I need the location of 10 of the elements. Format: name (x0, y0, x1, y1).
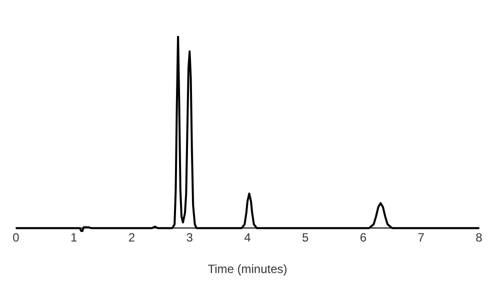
x-tick-label: 7 (418, 230, 425, 245)
x-tick-label: 8 (476, 230, 483, 245)
x-tick-label: 1 (70, 230, 78, 245)
x-tick-label: 6 (360, 230, 367, 245)
x-tick-label: 0 (12, 230, 20, 245)
x-tick-label: 3 (186, 230, 194, 245)
x-tick-label: 5 (302, 230, 310, 245)
x-axis-title: Time (minutes) (208, 262, 288, 276)
x-tick-label: 2 (128, 230, 136, 245)
x-tick-label: 4 (244, 230, 252, 245)
